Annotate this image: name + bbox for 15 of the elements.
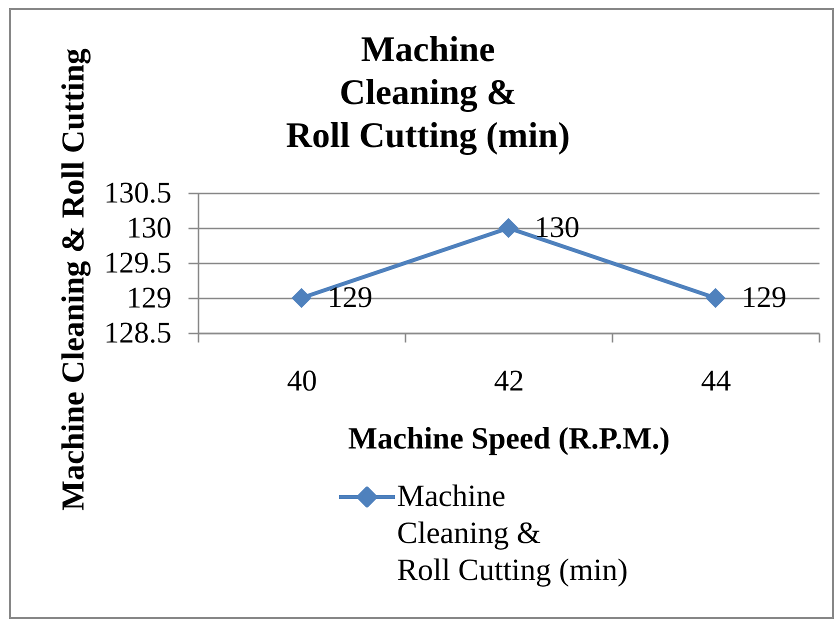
y-axis-title: Machine Cleaning & Roll Cutting: [54, 48, 92, 511]
y-tick-label: 130.5: [104, 176, 172, 210]
y-tick-label: 129: [126, 282, 172, 314]
x-axis-title: Machine Speed (R.P.M.): [348, 420, 670, 456]
data-label: 130: [534, 211, 580, 244]
legend-label: Machine Cleaning & Roll Cutting (min): [397, 478, 628, 587]
x-tick-label: 40: [287, 364, 317, 398]
x-tick-label: 44: [701, 364, 731, 398]
data-label: 129: [328, 281, 372, 314]
chart-title: Machine Cleaning & Roll Cutting (min): [286, 28, 570, 155]
data-label: 129: [742, 281, 786, 314]
x-tick-label: 42: [494, 364, 524, 398]
y-tick-label: 129.5: [104, 246, 172, 280]
y-tick-label: 130: [126, 212, 172, 244]
y-tick-label: 128.5: [104, 316, 172, 350]
